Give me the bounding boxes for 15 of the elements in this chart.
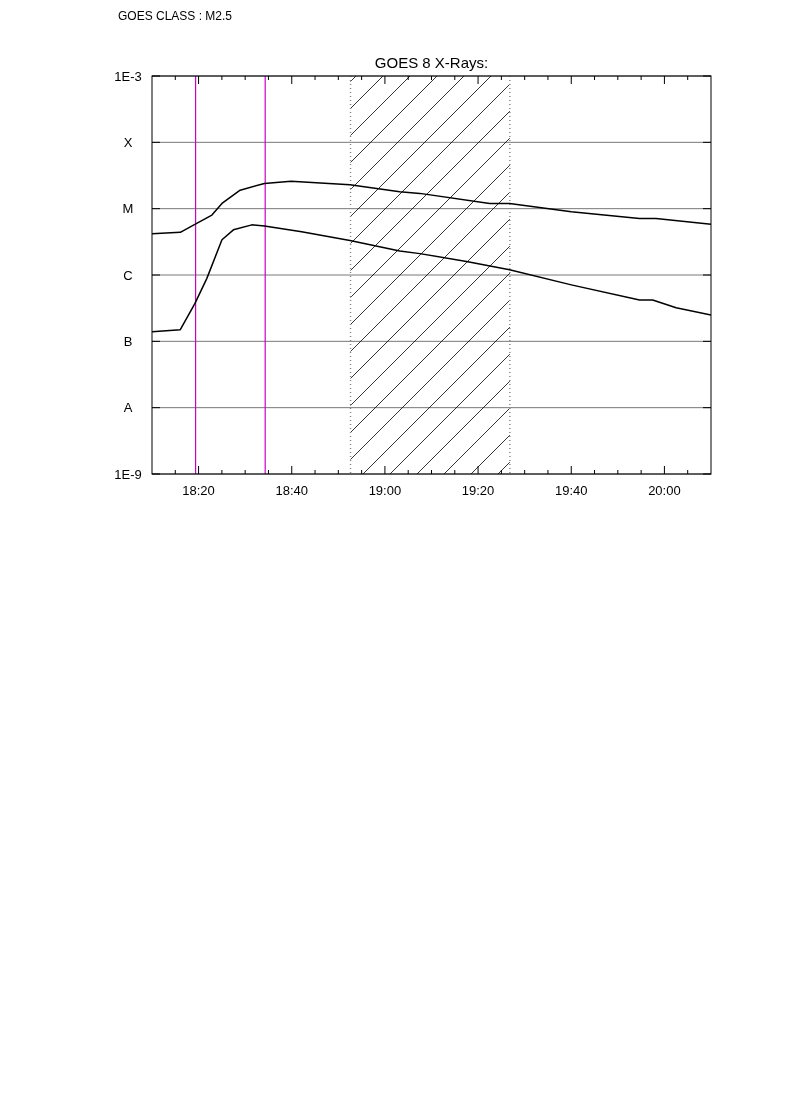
text: GOES CLASS : M2.5 — [118, 9, 233, 23]
y-tick-label: X — [123, 134, 133, 150]
x-tick-label: 19:20 — [461, 483, 495, 498]
y-tick-label: 1E-9 — [114, 466, 142, 482]
x-tick-label: 20:00 — [648, 483, 681, 498]
chart-title: GOES 8 X-Rays: — [374, 54, 489, 71]
x-tick-label: 18:20 — [182, 483, 215, 498]
y-tick-label: B — [123, 333, 133, 349]
y-tick-label: C — [123, 267, 133, 283]
x-tick-label: 18:40 — [275, 483, 309, 498]
x-tick-label: 19:40 — [554, 483, 588, 498]
y-tick-label: 1E-3 — [114, 68, 142, 84]
y-tick-label: M — [122, 201, 134, 217]
y-tick-label: A — [123, 400, 133, 416]
x-tick-label: 19:00 — [368, 483, 402, 498]
